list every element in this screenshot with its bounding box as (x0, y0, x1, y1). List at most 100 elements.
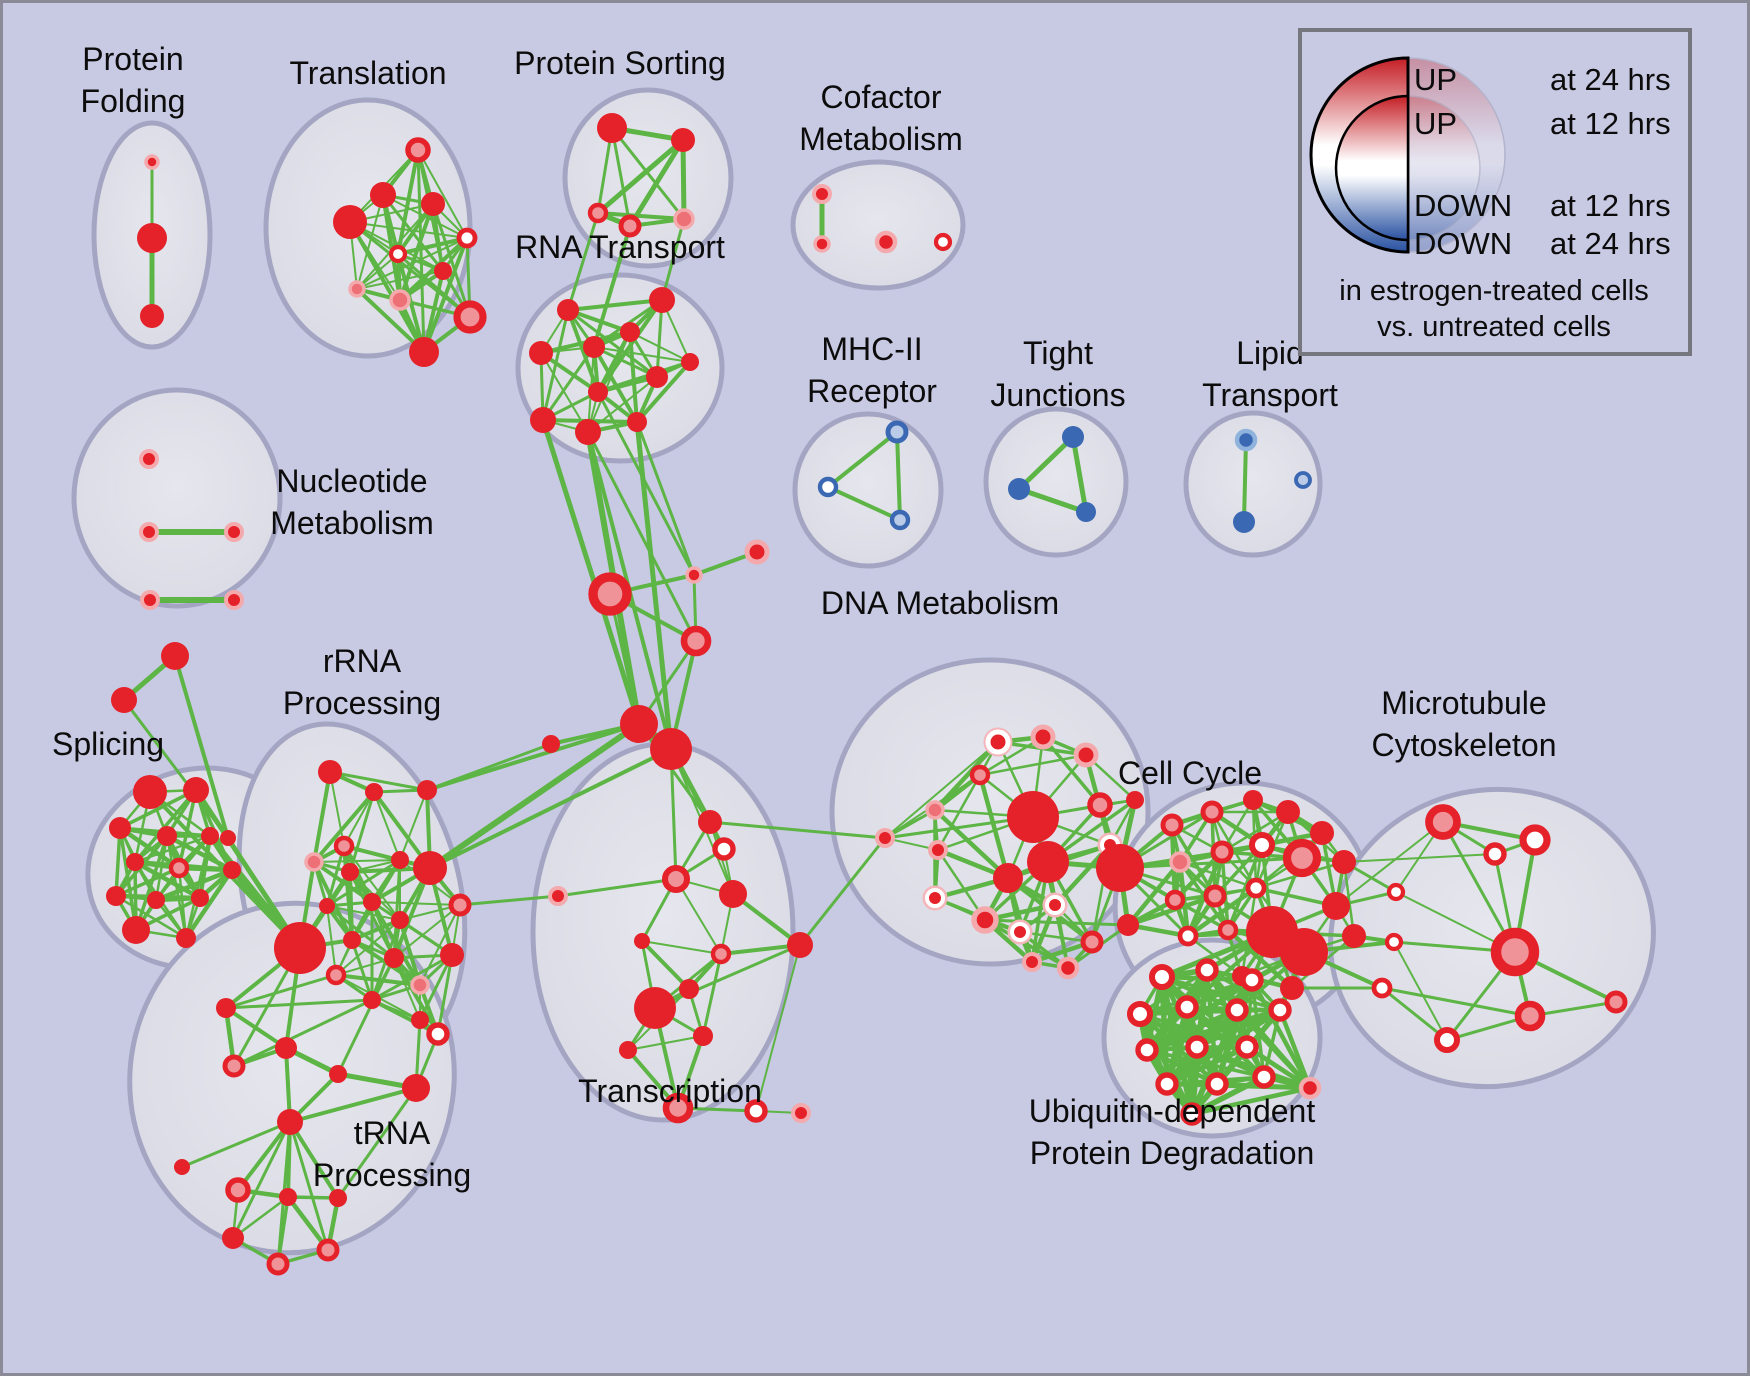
edge (181, 1120, 291, 1169)
edge (610, 127, 686, 220)
node-d12 (1045, 895, 1065, 915)
edge (1250, 978, 1312, 1090)
node-cc12 (1203, 884, 1227, 908)
node-t6 (388, 244, 408, 264)
node-tr3 (661, 864, 691, 894)
node-c3 (275, 1037, 297, 1059)
edge (177, 867, 188, 939)
node-r11 (391, 911, 409, 929)
node-u12 (1205, 1072, 1229, 1096)
node-r19 (440, 943, 464, 967)
edge (399, 789, 428, 861)
cluster-tight-junctions-label: Tight (1023, 335, 1093, 371)
node-d15 (1022, 952, 1042, 972)
node-u1 (1149, 964, 1175, 990)
node-d8 (928, 840, 948, 860)
edge (1017, 435, 1075, 491)
cluster-ubiquitin-degradation-label: Ubiquitin-dependent (1029, 1093, 1316, 1129)
node-layer (106, 113, 1628, 1276)
node-b1 (685, 566, 703, 584)
node-tr1 (698, 810, 722, 834)
node-b3 (588, 572, 632, 616)
node-t1 (405, 137, 431, 163)
node-pf2 (137, 223, 167, 253)
node-rt11 (627, 412, 647, 432)
node-tr6 (634, 933, 650, 949)
edge (1221, 810, 1289, 854)
node-r14 (325, 964, 347, 986)
node-c6 (277, 1109, 303, 1135)
node-d13 (1010, 922, 1030, 942)
node-h2a (620, 705, 658, 743)
node-H1 (274, 922, 326, 974)
node-tr9 (634, 987, 676, 1029)
node-cc1 (1160, 813, 1184, 837)
edge (373, 791, 401, 861)
edge (895, 431, 902, 521)
node-t2 (333, 205, 367, 239)
edge (635, 421, 696, 576)
node-rt5 (620, 322, 640, 342)
edge (1139, 968, 1208, 1016)
node-cc17 (1342, 924, 1366, 948)
node-cc15 (1217, 919, 1239, 941)
edge (114, 827, 122, 897)
node-lt1 (1234, 428, 1258, 452)
node-t11 (409, 337, 439, 367)
cluster-rna-transport-label: RNA Transport (515, 229, 725, 265)
node-ps3 (587, 202, 609, 224)
node-cc5 (1310, 821, 1334, 845)
edge (173, 655, 230, 839)
node-pf1 (144, 154, 160, 170)
node-mt1 (1425, 804, 1461, 840)
node-mh2 (817, 476, 839, 498)
edge (675, 878, 722, 955)
node-d12-outer-ring (1042, 892, 1068, 918)
edge (118, 827, 138, 931)
edge (1186, 886, 1258, 938)
edge (1393, 941, 1448, 1041)
node-r9 (363, 893, 381, 911)
node-r18 (426, 1022, 450, 1046)
node-b2 (744, 539, 770, 565)
node-cc16 (1322, 892, 1350, 920)
edge (224, 1006, 288, 1050)
node-r17 (411, 1011, 429, 1029)
edge (350, 939, 374, 1001)
node-tr15 (787, 932, 813, 958)
edge (936, 849, 987, 921)
edge (288, 1121, 330, 1251)
cluster-microtubule-cytoskeleton-label: Microtubule (1381, 685, 1546, 721)
cluster-mhc-ii-receptor-label: Receptor (807, 373, 937, 409)
node-u3 (1240, 968, 1264, 992)
node-CC0 (1096, 844, 1144, 892)
node-nm2 (139, 522, 159, 542)
edge (1245, 1045, 1312, 1090)
edge (654, 943, 801, 1010)
node-cc6 (1169, 851, 1191, 873)
node-nm4 (140, 590, 160, 610)
node-mt3 (1519, 824, 1551, 856)
edge (356, 237, 468, 290)
cluster-splicing-label: Splicing (52, 726, 164, 762)
node-d13-outer-ring (1007, 919, 1033, 945)
node-r3 (417, 780, 437, 800)
node-tr8 (679, 979, 699, 999)
edge (436, 954, 454, 1035)
node-u14 (1180, 1102, 1204, 1126)
edge (1070, 436, 1089, 513)
edge (635, 360, 692, 424)
node-d1 (985, 729, 1011, 755)
node-cc19 (1280, 976, 1304, 1000)
cluster-translation-label: Translation (289, 55, 446, 91)
node-c4 (329, 1065, 347, 1083)
cluster-dna-metabolism-label: DNA Metabolism (821, 585, 1059, 621)
edge (1381, 986, 1448, 1042)
node-r2 (365, 783, 383, 801)
node-tj2 (1008, 478, 1030, 500)
node-tr5 (548, 886, 568, 906)
node-d14 (1080, 930, 1104, 954)
edge (397, 236, 468, 256)
node-nm3 (224, 522, 244, 542)
edge (1126, 860, 1182, 927)
